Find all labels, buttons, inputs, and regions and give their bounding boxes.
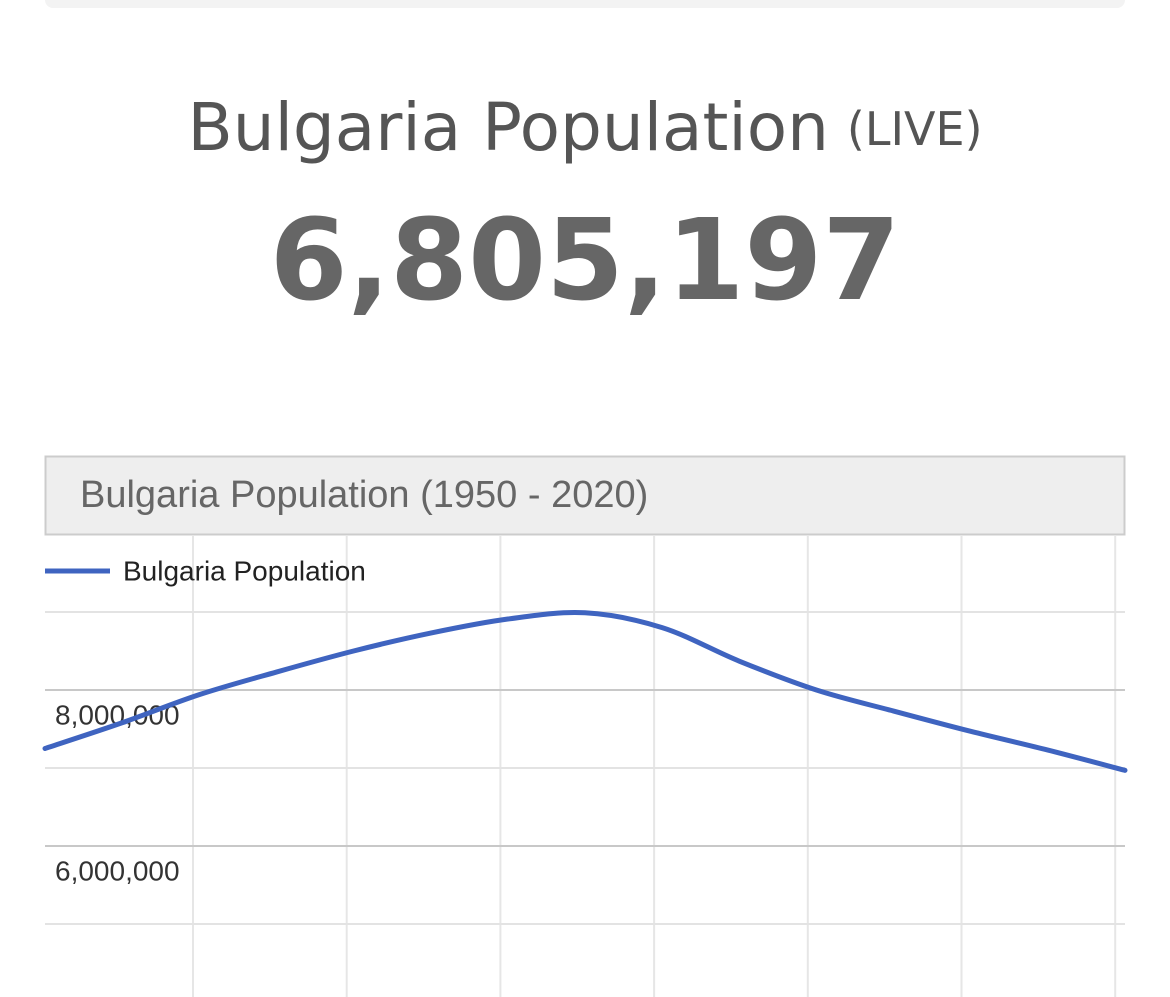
y-tick-label: 6,000,000 <box>55 855 180 886</box>
series-line <box>42 610 1128 773</box>
heading-live: (LIVE) <box>847 102 983 156</box>
top-card <box>45 0 1125 8</box>
grid <box>45 535 1125 997</box>
chart-header <box>44 455 1126 536</box>
heading-title: Bulgaria Population <box>187 89 828 166</box>
chart-title: Bulgaria Population (1950 - 2020) <box>80 474 648 516</box>
live-heading: Bulgaria Population (LIVE) <box>187 89 982 166</box>
legend-label: Bulgaria Population <box>123 555 366 586</box>
live-count: 6,805,197 <box>270 196 901 326</box>
